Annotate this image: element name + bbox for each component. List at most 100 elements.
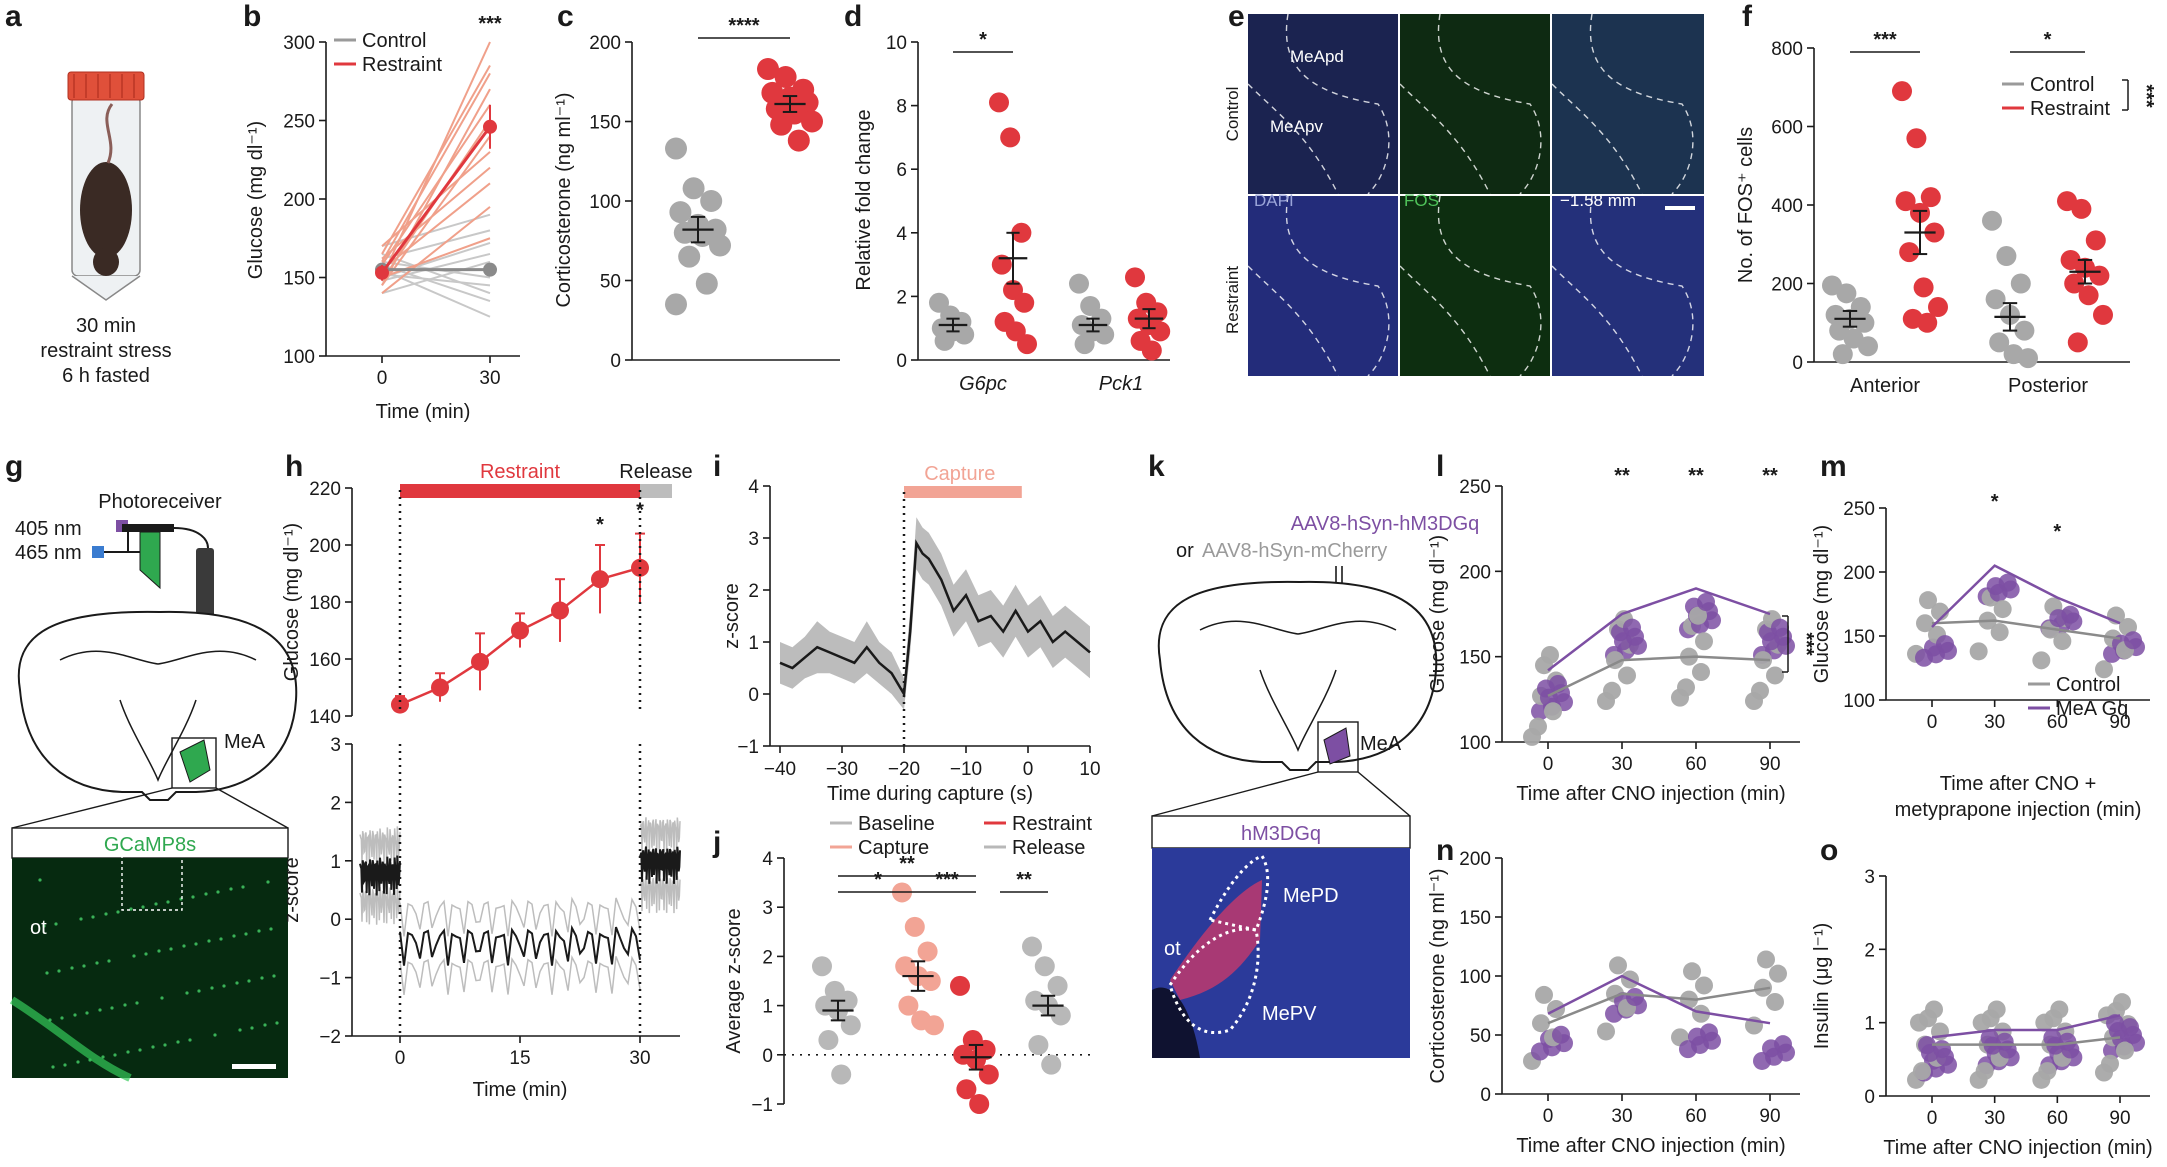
j-sig-label: **	[899, 853, 915, 875]
mea-gq-data-point	[1700, 1023, 1718, 1042]
release-data-point	[1041, 1054, 1062, 1075]
photoreceiver-bar-icon	[122, 524, 174, 532]
c-y-tick-label: 0	[610, 351, 621, 372]
l-x-tick-label: 60	[1685, 754, 1706, 775]
restraint-data-point	[1920, 187, 1941, 208]
h-bottom-y-tick-label: −1	[319, 969, 341, 990]
fluorescent-cell	[269, 927, 273, 931]
restraint-data-point	[1892, 81, 1912, 102]
baseline-data-point	[812, 956, 832, 977]
fluorescent-cell	[135, 1001, 139, 1005]
control-data-point	[1692, 1004, 1710, 1023]
mea-gq-data-point	[2058, 1032, 2077, 1051]
b-x-tick-label: 30	[479, 368, 500, 389]
restraint-data-point	[1014, 292, 1035, 313]
control-data-point	[1766, 666, 1784, 685]
mea-region-icon	[1323, 727, 1351, 765]
f-category-label: Anterior	[1850, 375, 1920, 397]
restraint-data-point	[1000, 127, 1021, 148]
f-y-tick-label: 200	[1771, 275, 1803, 296]
j-y-tick-label: 1	[762, 997, 773, 1018]
d-y-tick-label: 6	[896, 160, 907, 181]
restraint-data-point	[1928, 297, 1948, 318]
control-data-point	[954, 324, 975, 345]
capture-data-point	[904, 916, 925, 937]
l-x-tick-label: 30	[1611, 754, 1632, 775]
fluorescent-cell	[182, 944, 186, 948]
control-data-point	[2035, 1013, 2054, 1032]
mea-box	[1317, 721, 1359, 773]
caption-line: 6 h fasted	[62, 365, 150, 387]
d-y-tick-label: 4	[896, 224, 907, 245]
led-465-icon	[92, 546, 104, 558]
c-y-tick-label: 200	[589, 33, 621, 54]
region-outline	[1551, 83, 1643, 195]
virus-label: AAV8-hSyn-mCherry	[1202, 540, 1387, 562]
mea-gq-mean-line	[1547, 587, 1771, 672]
region-label: MeApd	[1290, 47, 1344, 66]
control-data-point	[1990, 623, 2009, 642]
release-bar	[640, 484, 672, 498]
region-outline	[1399, 265, 1491, 377]
f-legend-sig-label: ***	[2135, 84, 2157, 108]
brain-inner-outline	[1199, 620, 1397, 635]
control-data-point	[1677, 678, 1695, 697]
control-data-point	[1972, 1013, 1991, 1032]
mea-gq-mean-line	[1931, 564, 2121, 628]
zscore-trace	[639, 846, 681, 884]
capture-data-point	[917, 941, 938, 962]
f-y-tick-label: 0	[1792, 353, 1803, 374]
j-y-tick-label: 3	[762, 898, 773, 919]
fluorescent-cell	[154, 902, 158, 906]
glucose-point	[591, 570, 609, 589]
fluorescent-cell	[51, 1065, 55, 1069]
b-y-tick-label: 200	[283, 190, 315, 211]
restraint-individual-line	[381, 206, 491, 294]
fluorescent-cell	[63, 1063, 67, 1067]
restraint-data-point	[1917, 312, 1938, 333]
control-mean-line	[1931, 619, 2121, 640]
o-x-tick-label: 30	[1984, 1108, 2005, 1129]
control-data-point	[1597, 1022, 1615, 1041]
m-sig-label: *	[1991, 491, 1999, 513]
j-y-tick-label: 2	[762, 947, 773, 968]
restraint-data-point	[2085, 230, 2106, 251]
control-data-point	[1683, 962, 1701, 981]
fluorescent-cell	[70, 966, 74, 970]
panel-label-n: n	[1436, 834, 1454, 867]
i-x-tick-label: −10	[950, 759, 982, 780]
ot-label: ot	[1164, 938, 1181, 960]
baseline-data-point	[818, 1030, 839, 1051]
control-data-point	[682, 177, 705, 200]
n-x-label: Time after CNO injection (min)	[1516, 1135, 1785, 1157]
restraint-data-point	[1150, 321, 1171, 342]
baseline-data-point	[840, 1015, 861, 1036]
l-y-tick-label: 250	[1459, 477, 1491, 498]
virus-label: AAV8-hSyn-hM3DGq	[1291, 513, 1480, 535]
panel-label-f: f	[1742, 0, 1753, 33]
zoom-line	[1151, 771, 1319, 817]
mepd-label: MePD	[1283, 885, 1339, 907]
photoreceiver-label: Photoreceiver	[98, 491, 222, 513]
i-x-tick-label: 0	[1023, 759, 1034, 780]
j-sig-label: *	[874, 869, 882, 891]
fluorescent-cell	[104, 912, 108, 916]
n-y-tick-label: 0	[1480, 1085, 1491, 1106]
d-y-tick-label: 8	[896, 97, 907, 118]
restraint-data-point	[989, 92, 1009, 113]
image-title-box	[1151, 815, 1411, 849]
restraint-data-point	[2078, 285, 2099, 306]
restraint-mean-line	[380, 125, 492, 274]
fluorescent-cell	[45, 971, 49, 975]
fluorescent-cell	[250, 1026, 254, 1030]
control-data-point	[1618, 666, 1636, 685]
control-data-point	[1996, 246, 2017, 267]
image-title: GCaMP8s	[104, 834, 196, 856]
mea-gq-data-point	[2061, 605, 2080, 624]
photoreceiver-icon	[139, 531, 161, 590]
panel-label-l: l	[1436, 450, 1444, 483]
scale-bar	[232, 1064, 276, 1069]
fluorescent-cell	[54, 922, 58, 926]
l-y-tick-label: 150	[1459, 648, 1491, 669]
region-outline	[1399, 83, 1491, 195]
